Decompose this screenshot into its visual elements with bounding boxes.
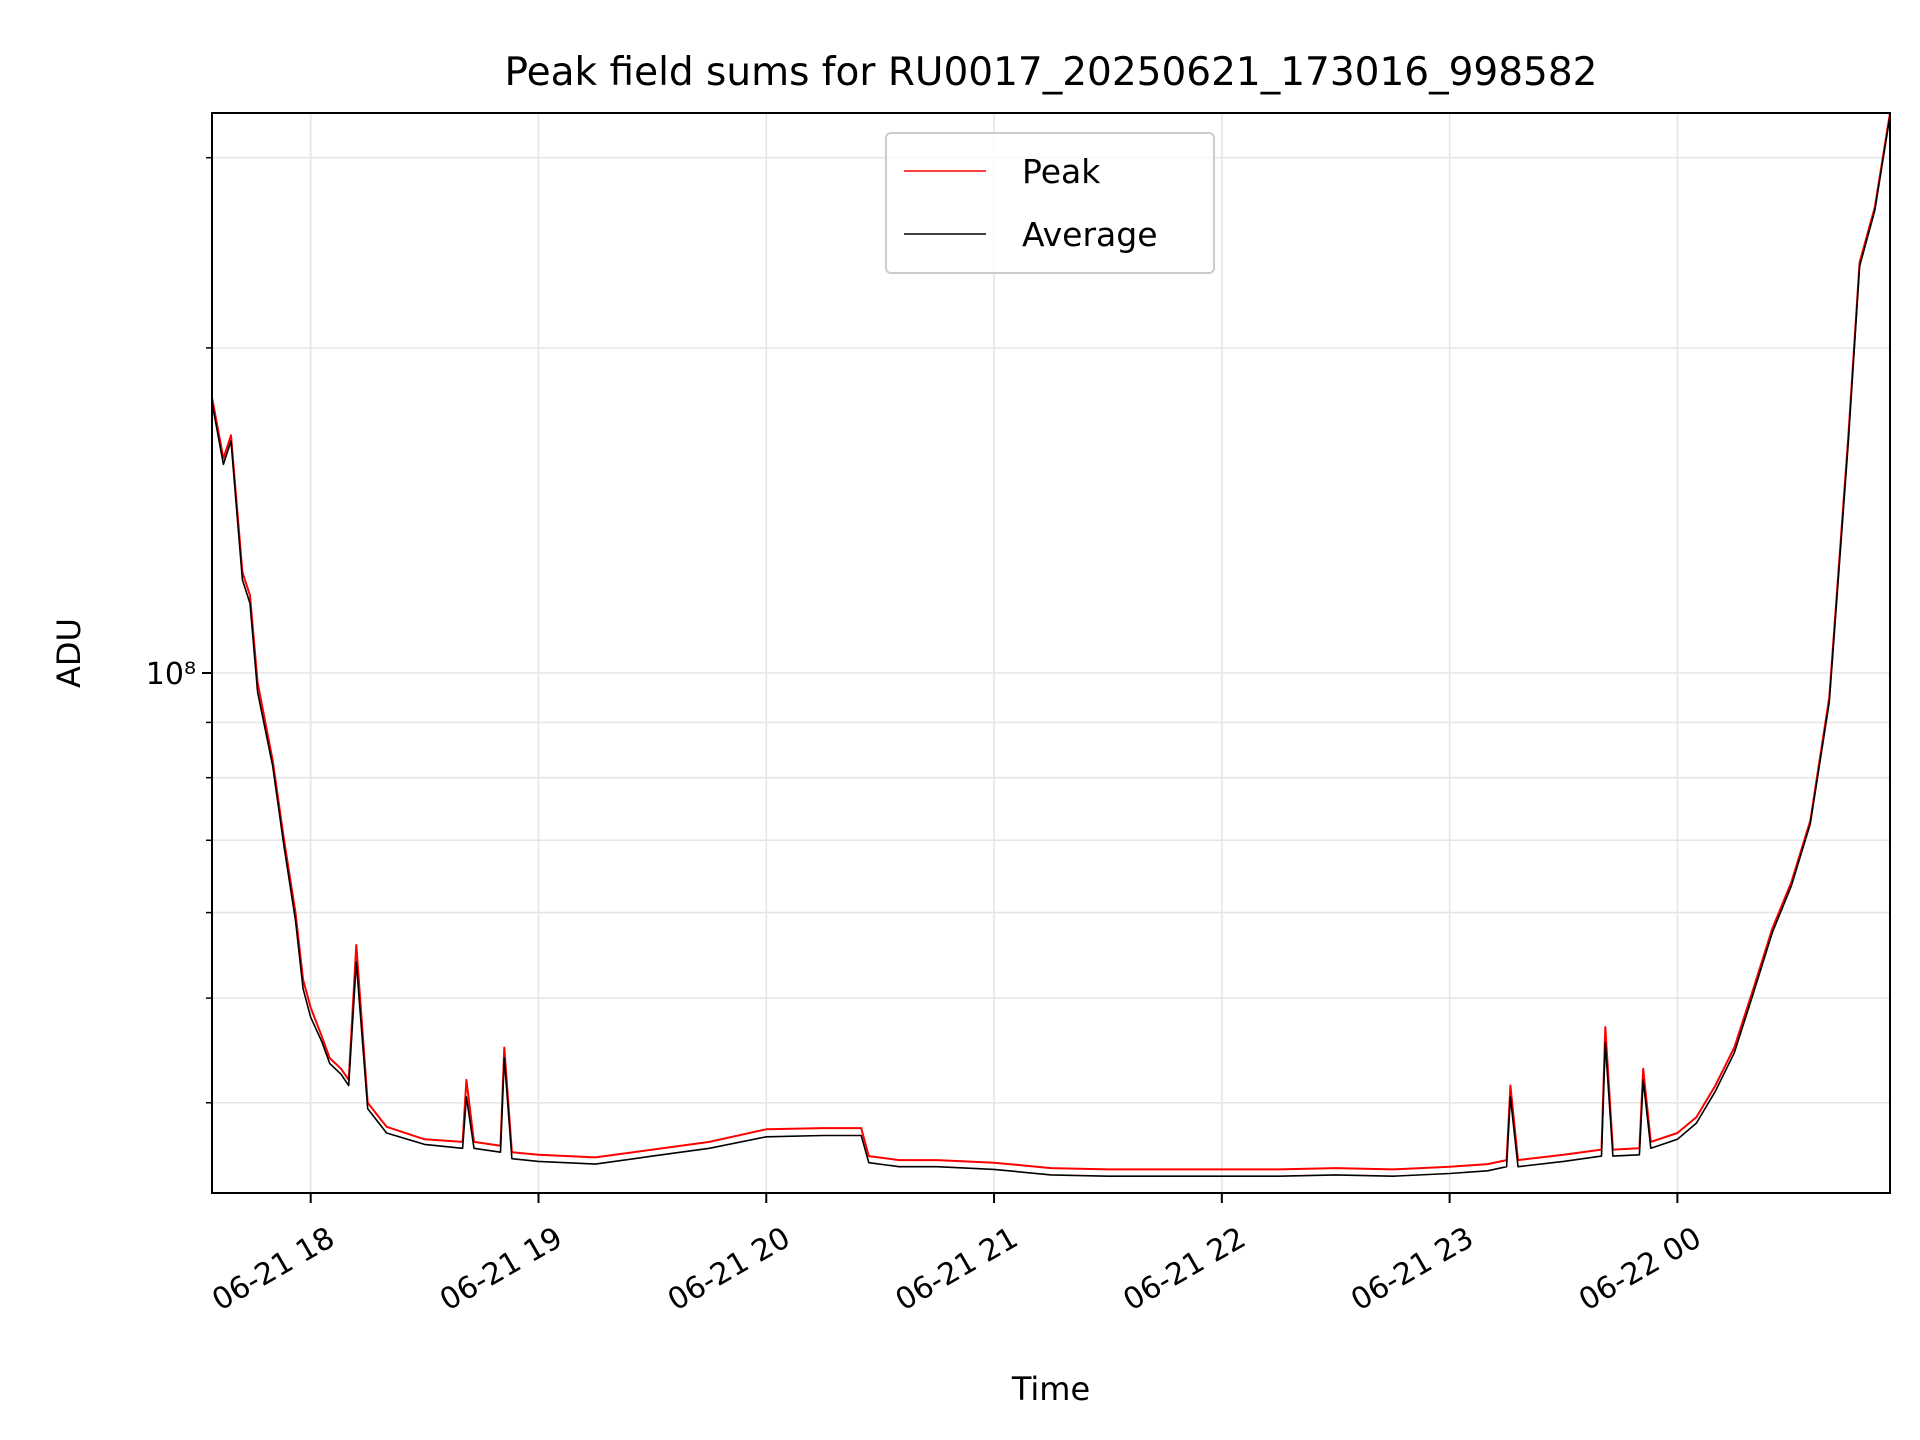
x-tick-label: 06-21 23 bbox=[1345, 1220, 1479, 1318]
x-tick-label: 06-21 22 bbox=[1118, 1220, 1252, 1318]
x-tick-label: 06-21 18 bbox=[206, 1220, 340, 1318]
legend-label-peak: Peak bbox=[1022, 152, 1101, 191]
legend-label-average: Average bbox=[1022, 215, 1158, 254]
x-tick-label: 06-21 19 bbox=[434, 1220, 568, 1318]
grid-layer bbox=[212, 113, 1890, 1193]
series-line-average bbox=[211, 115, 1891, 1177]
x-tick-label: 06-22 00 bbox=[1573, 1220, 1707, 1318]
y-tick-label: 10⁸ bbox=[146, 657, 196, 692]
tick-layer: 06-21 18 06-21 19 06-21 20 06-21 21 06-21 22… bbox=[146, 156, 1707, 1318]
x-tick-label: 06-21 21 bbox=[890, 1220, 1024, 1318]
chart-title: Peak field sums for RU0017_20250621_1730… bbox=[505, 50, 1598, 95]
x-tick-label: 06-21 20 bbox=[662, 1220, 796, 1318]
plot-frame bbox=[211, 112, 1891, 1194]
legend: Peak Average bbox=[885, 132, 1215, 274]
x-axis-label: Time bbox=[1011, 1370, 1090, 1408]
y-axis-label: ADU bbox=[50, 618, 88, 688]
series-line-peak bbox=[211, 112, 1891, 1171]
data-layer bbox=[211, 112, 1891, 1177]
legend-box bbox=[885, 132, 1215, 274]
